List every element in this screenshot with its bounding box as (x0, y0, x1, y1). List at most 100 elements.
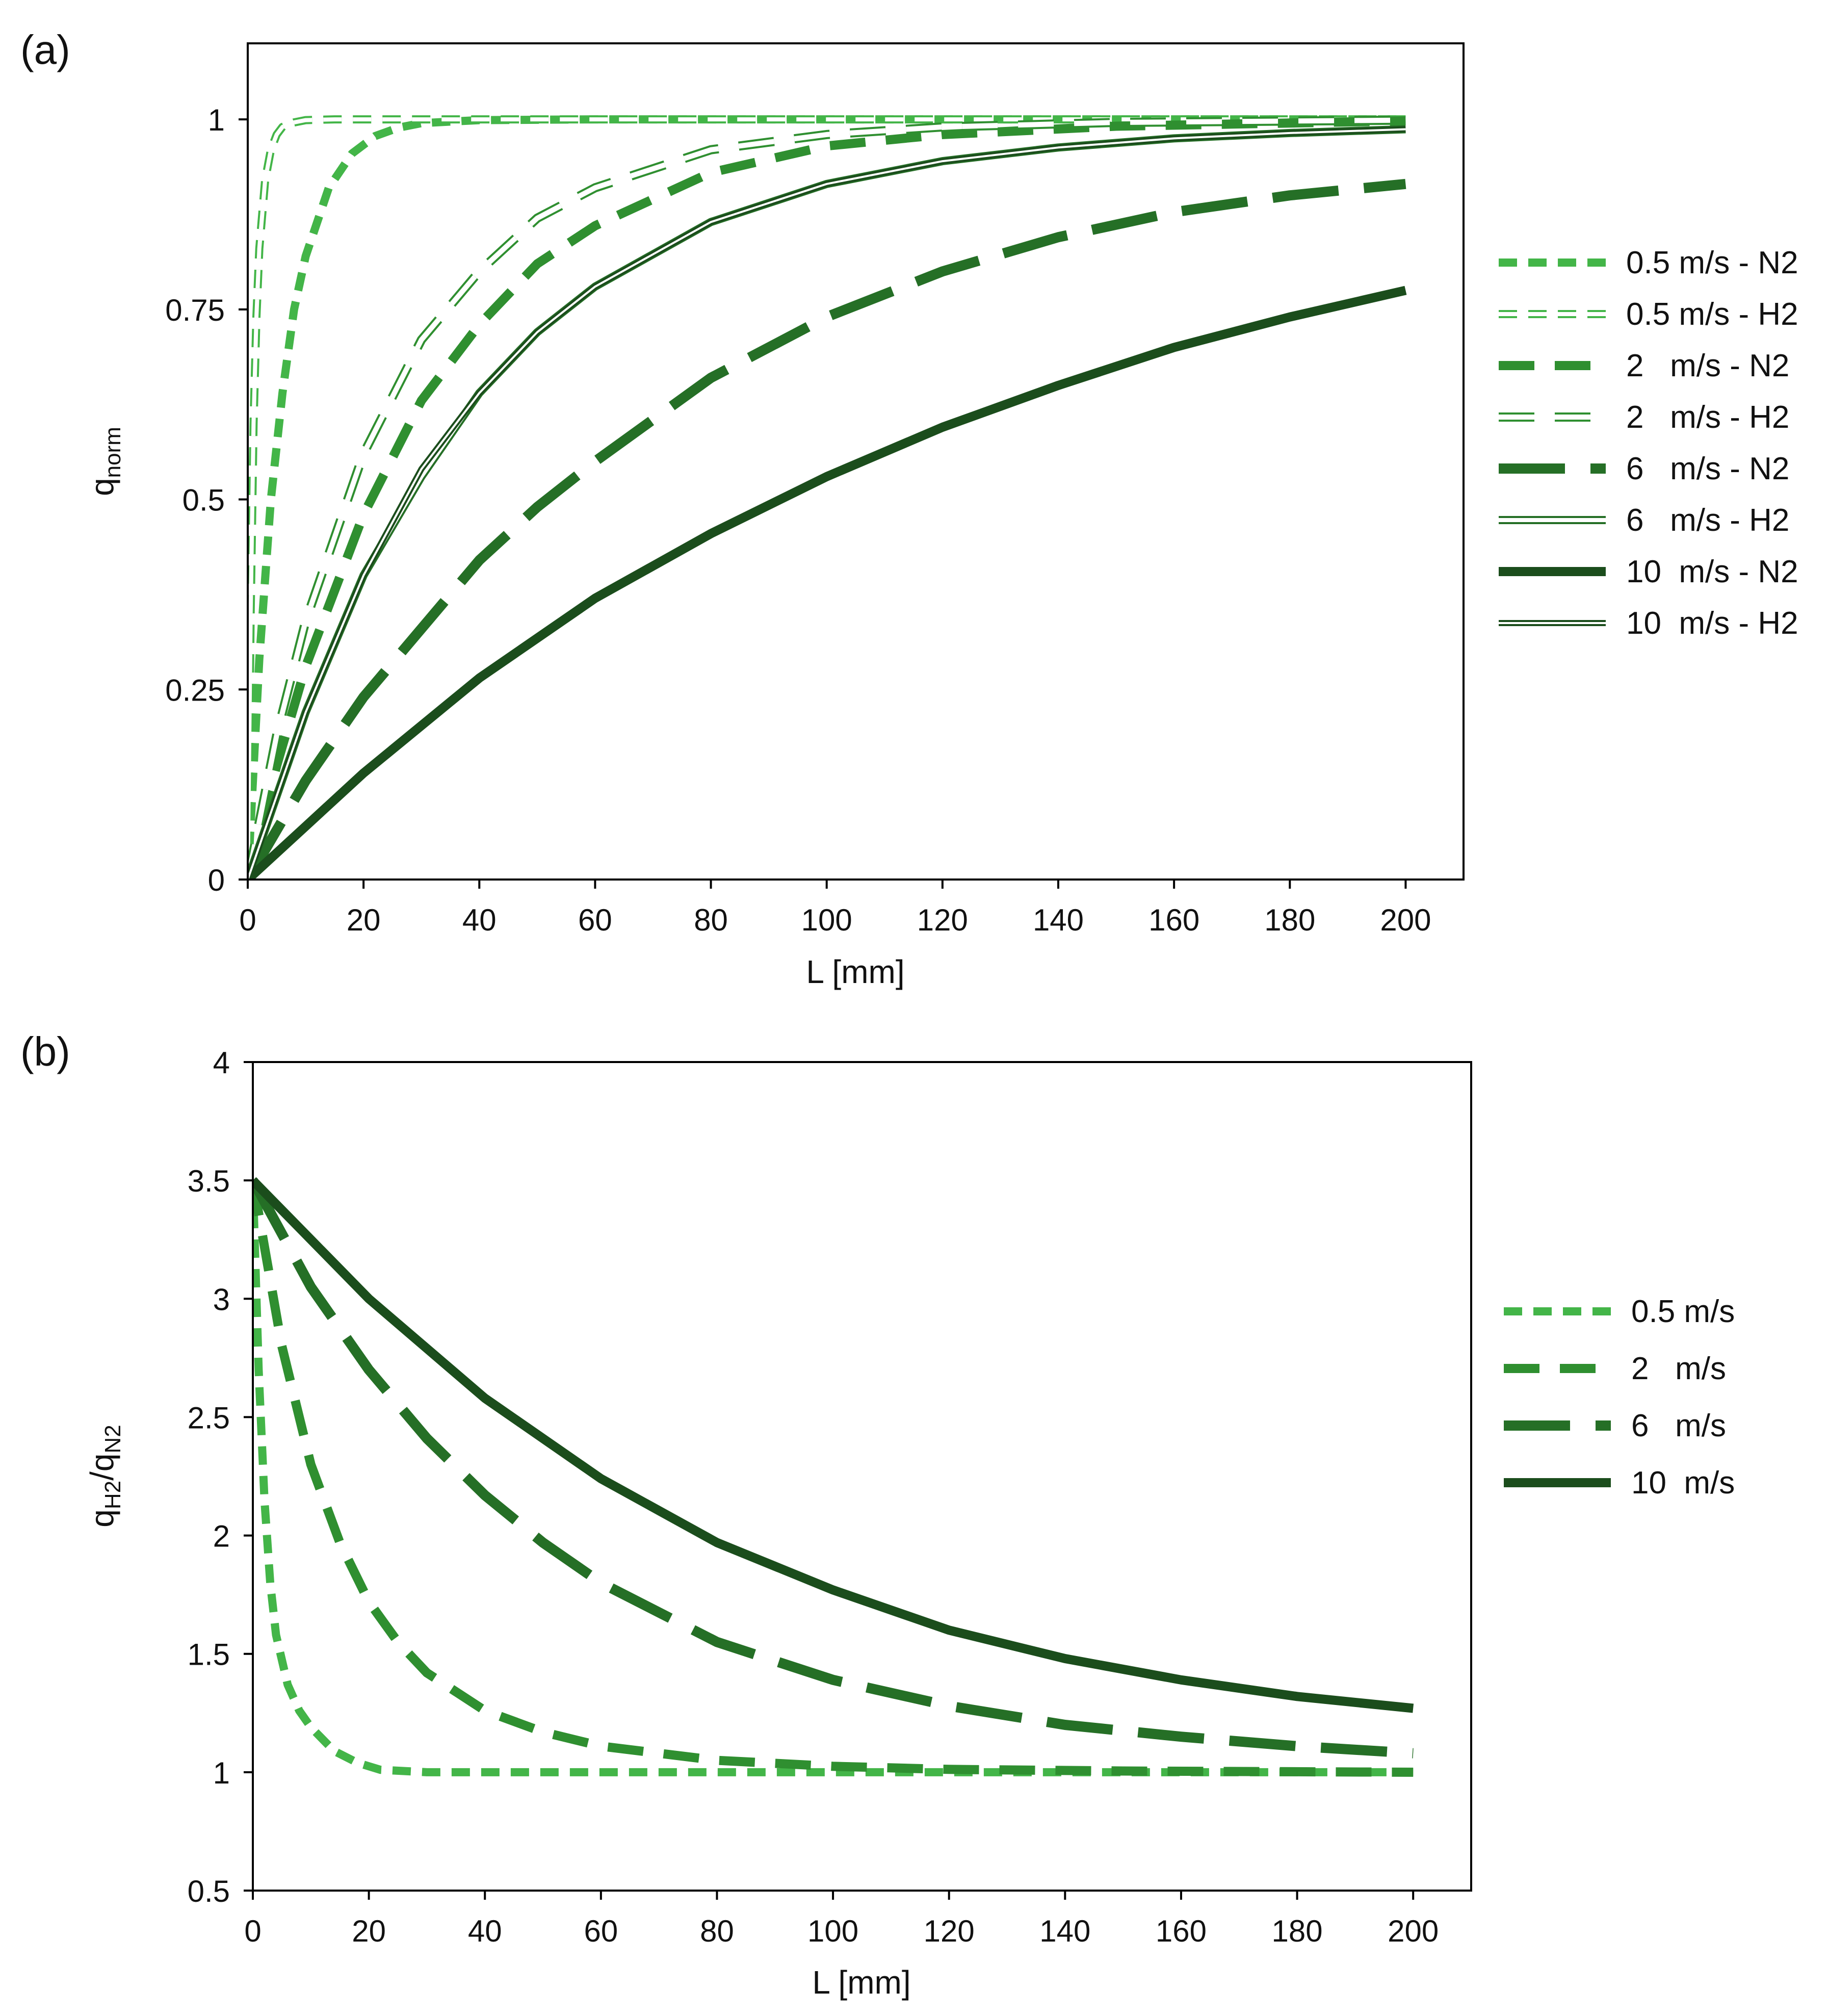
panel-a-series-group (248, 115, 1407, 880)
legend-label: 10 m/s (1631, 1465, 1735, 1501)
panel-b-y-axis-title-sub2: N2 (100, 1425, 125, 1453)
x-tick-label: 100 (801, 903, 852, 937)
x-tick-label: 0 (239, 903, 256, 937)
series-line-7-stroke (248, 286, 1407, 880)
panel-b-legend: 0.5 m/s 2 m/s 6 m/s 10 m/s (1504, 1294, 1735, 1501)
y-tick-label: 3.5 (188, 1164, 230, 1198)
legend-label: 10 m/s - H2 (1626, 606, 1798, 641)
series-line-5 (248, 178, 1406, 880)
legend-item: 10 m/s - H2 (1499, 606, 1798, 641)
legend-label: 2 m/s - N2 (1626, 348, 1789, 383)
y-tick-label: 0.75 (165, 293, 225, 327)
legend-item: 10 m/s - N2 (1499, 554, 1798, 589)
y-tick-label: 4 (213, 1046, 230, 1080)
x-tick-label: 180 (1272, 1914, 1323, 1948)
series-line-7 (248, 286, 1407, 880)
x-tick-label: 80 (694, 903, 728, 937)
panel-b-y-axis-title: qH2/qN2 (84, 1425, 125, 1527)
panel-b-label: (b) (20, 1029, 70, 1074)
x-tick-label: 160 (1148, 903, 1199, 937)
series-line-1 (248, 115, 1406, 880)
legend-label: 2 m/s - H2 (1626, 400, 1789, 435)
legend-item: 2 m/s - N2 (1499, 348, 1789, 383)
panel-a-y-axis: 0 0.25 0.5 0.75 1 (165, 103, 248, 897)
panel-a-frame (247, 42, 1465, 881)
legend-label: 0.5 m/s - H2 (1626, 297, 1798, 332)
panel-a-x-axis: 0 20 40 60 80 100 120 140 160 180 200 (239, 880, 1431, 937)
legend-item: 0.5 m/s - N2 (1499, 245, 1798, 280)
panel-b-y-axis: 0.5 1 1.5 2 2.5 3 3.5 4 (188, 1046, 253, 1908)
series-line-5-stroke (248, 178, 1406, 880)
series-line-4 (248, 115, 1406, 880)
x-tick-label: 100 (807, 1914, 858, 1948)
series-line-2 (248, 115, 1406, 880)
x-tick-label: 140 (1039, 1914, 1090, 1948)
x-tick-label: 20 (347, 903, 381, 937)
x-tick-label: 40 (462, 903, 497, 937)
x-tick-label: 60 (584, 1914, 618, 1948)
x-tick-label: 80 (700, 1914, 734, 1948)
legend-label: 6 m/s - H2 (1626, 503, 1789, 538)
legend-item: 6 m/s (1504, 1408, 1726, 1443)
panel-b-y-axis-title-q1: q (84, 1509, 120, 1528)
series-line-2 (253, 1179, 1414, 1777)
series-line-3-stroke (253, 1178, 1414, 1759)
x-tick-label: 40 (468, 1914, 502, 1948)
x-tick-label: 60 (578, 903, 612, 937)
y-tick-label: 0.5 (188, 1874, 230, 1908)
panel-b-x-axis-title: L [mm] (812, 1964, 910, 2001)
legend-label: 0.5 m/s (1631, 1294, 1735, 1329)
panel-a-y-axis-title-main: q (84, 478, 120, 496)
series-line-2-stroke (253, 1179, 1414, 1777)
x-tick-label: 120 (917, 903, 968, 937)
legend-label: 10 m/s - N2 (1626, 554, 1798, 589)
x-tick-label: 180 (1264, 903, 1315, 937)
x-tick-label: 200 (1388, 1914, 1439, 1948)
legend-item: 2 m/s - H2 (1499, 400, 1789, 435)
series-line-3 (253, 1178, 1414, 1759)
panel-a-y-axis-title: qnorm (84, 427, 125, 496)
x-tick-label: 120 (924, 1914, 975, 1948)
series-line-3-stroke (248, 116, 1406, 880)
legend-item: 6 m/s - H2 (1499, 503, 1789, 538)
legend-item: 2 m/s (1504, 1351, 1726, 1386)
y-tick-label: 0.25 (165, 673, 225, 707)
y-tick-label: 1.5 (188, 1638, 230, 1672)
panel-a-label: (a) (20, 27, 70, 72)
series-line-1-stroke (253, 1180, 1414, 1776)
x-tick-label: 140 (1033, 903, 1084, 937)
series-line-3 (248, 116, 1406, 880)
panel-a-y-axis-title-sub: norm (100, 427, 125, 478)
legend-item: 6 m/s - N2 (1499, 451, 1789, 486)
series-line-2-hollow-core (248, 117, 1406, 880)
series-line-8-hollow-core (248, 128, 1406, 880)
panel-b-y-axis-title-sub1: H2 (100, 1481, 125, 1509)
legend-item: 0.5 m/s (1504, 1294, 1735, 1329)
series-line-4-hollow-core (248, 117, 1406, 880)
y-tick-label: 1 (213, 1756, 230, 1790)
series-line-4 (253, 1177, 1414, 1713)
panel-b-frame (252, 1061, 1472, 1892)
y-tick-label: 3 (213, 1282, 230, 1316)
panel-b-series-group (253, 1177, 1414, 1777)
x-tick-label: 0 (244, 1914, 261, 1948)
y-tick-label: 0 (208, 863, 225, 897)
panel-b-y-axis-title-q2: /q (84, 1454, 120, 1481)
legend-label: 2 m/s (1631, 1351, 1726, 1386)
panel-a-x-axis-title: L [mm] (806, 953, 904, 990)
y-tick-label: 2 (213, 1519, 230, 1554)
legend-item: 10 m/s (1504, 1465, 1735, 1501)
legend-item: 0.5 m/s - H2 (1499, 297, 1798, 332)
series-line-4-stroke (253, 1177, 1414, 1713)
panel-a: (a) 0 20 40 60 80 100 120 140 160 180 200 0 0.25 0.5… (20, 27, 1798, 990)
y-tick-label: 1 (208, 103, 225, 137)
x-tick-label: 200 (1380, 903, 1431, 937)
y-tick-label: 0.5 (182, 483, 225, 518)
x-tick-label: 20 (352, 1914, 386, 1948)
y-tick-label: 2.5 (188, 1401, 230, 1435)
legend-label: 0.5 m/s - N2 (1626, 245, 1798, 280)
series-line-8 (248, 126, 1406, 880)
legend-label: 6 m/s (1631, 1408, 1726, 1443)
panel-b: (b) 0 20 40 60 80 100 120 140 160 180 200 0.5 1 1.5 2… (20, 1029, 1735, 2001)
